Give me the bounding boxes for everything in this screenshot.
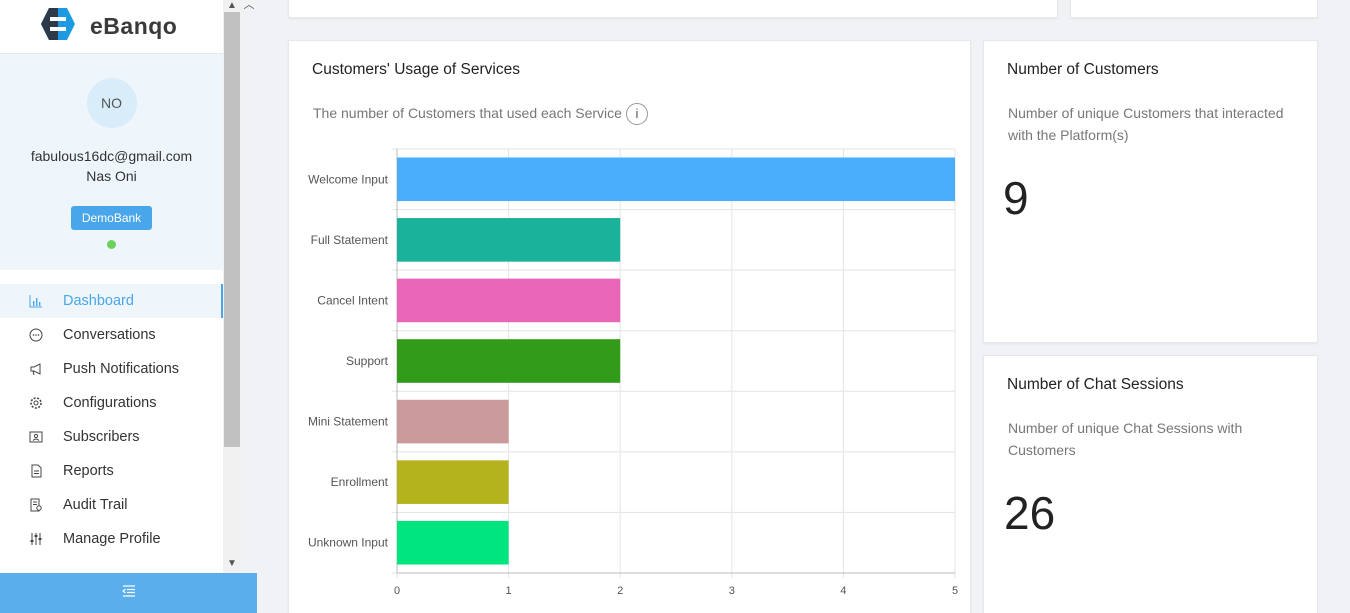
scroll-up-arrow-icon[interactable]: ▲	[227, 0, 237, 11]
sidebar-item-audit-trail[interactable]: Audit Trail	[0, 488, 223, 522]
usage-of-services-card: Customers' Usage of Services The number …	[288, 40, 971, 613]
customers-card-title: Number of Customers	[1007, 61, 1159, 78]
sidebar-item-label: Reports	[63, 463, 114, 479]
bar-unknown-input[interactable]	[397, 520, 509, 565]
sidebar-scrollbar[interactable]: ▲ ▼	[223, 0, 241, 573]
bar-welcome-input[interactable]	[397, 157, 955, 202]
bar-cancel-intent[interactable]	[397, 278, 621, 323]
sidebar-item-reports[interactable]: Reports	[0, 454, 223, 488]
y-category-label: Full Statement	[311, 233, 389, 247]
bank-badge-button[interactable]: DemoBank	[70, 206, 153, 230]
app-name: eBanqo	[90, 13, 178, 39]
sidebar-item-push-notifications[interactable]: Push Notifications	[0, 352, 223, 386]
y-category-label: Welcome Input	[308, 172, 388, 186]
megaphone-icon	[28, 361, 44, 377]
y-category-label: Cancel Intent	[317, 293, 388, 307]
top-card-right	[1070, 0, 1318, 18]
bar-support[interactable]	[397, 339, 621, 383]
x-tick-label: 4	[840, 585, 846, 597]
bar-mini-statement[interactable]	[397, 399, 509, 444]
sidebar: eBanqo NO fabulous16dc@gmail.com Nas Oni…	[0, 0, 257, 613]
online-status-indicator	[107, 240, 116, 249]
sessions-card-subtitle: Number of unique Chat Sessions with Cust…	[1008, 420, 1243, 458]
gear-icon	[28, 395, 44, 411]
chat-sessions-card: Number of Chat Sessions Number of unique…	[983, 355, 1318, 613]
sidebar-item-label: Subscribers	[63, 429, 140, 445]
x-tick-label: 3	[729, 585, 735, 597]
ebanqo-logo-icon	[40, 7, 76, 46]
usage-card-title: Customers' Usage of Services	[312, 61, 520, 78]
usage-bar-chart: 0 1 2 3 4 5 Welcome Input Full Statement Cancel …	[308, 148, 958, 597]
bar-chart-icon	[28, 293, 44, 309]
top-card-left	[288, 0, 1058, 18]
document-icon	[28, 463, 44, 479]
y-category-label: Enrollment	[331, 475, 389, 489]
sidebar-item-configurations[interactable]: Configurations	[0, 386, 223, 420]
usage-subtitle-text: The number of Customers that used each S…	[313, 105, 622, 121]
user-email: fabulous16dc@gmail.com	[30, 148, 193, 164]
sessions-card-title: Number of Chat Sessions	[1007, 376, 1184, 393]
sidebar-toggle-button[interactable]	[0, 573, 257, 613]
x-tick-label: 1	[506, 585, 512, 597]
customers-card-subtitle: Number of unique Customers that interact…	[1008, 105, 1284, 143]
x-tick-label: 5	[952, 585, 958, 597]
collapse-up-icon[interactable]: ︿	[243, 0, 255, 11]
chat-icon	[28, 327, 44, 343]
sidebar-item-label: Audit Trail	[63, 497, 128, 513]
y-category-label: Mini Statement	[308, 415, 389, 429]
sidebar-item-label: Manage Profile	[63, 531, 161, 547]
menu-collapse-icon	[121, 584, 136, 603]
x-tick-label: 0	[394, 585, 400, 597]
contact-card-icon	[28, 429, 44, 445]
profile-panel: NO fabulous16dc@gmail.com Nas Oni DemoBa…	[0, 54, 223, 270]
sidebar-item-label: Push Notifications	[63, 361, 180, 377]
x-tick-label: 2	[617, 585, 623, 597]
info-icon[interactable]: i	[625, 103, 648, 126]
sidebar-item-label: Configurations	[63, 395, 157, 411]
usage-card-subtitle: The number of Customers that used each S…	[313, 102, 648, 126]
sidebar-item-dashboard[interactable]: Dashboard	[0, 284, 223, 318]
sidebar-item-subscribers[interactable]: Subscribers	[0, 420, 223, 454]
sliders-icon	[28, 531, 44, 547]
y-category-label: Support	[346, 354, 389, 368]
scrollbar-thumb[interactable]	[224, 12, 240, 447]
sidebar-menu: Dashboard Conversations Push Notificatio…	[0, 284, 223, 556]
avatar[interactable]: NO	[86, 78, 137, 128]
bar-enrollment[interactable]	[397, 460, 509, 504]
sidebar-item-label: Dashboard	[63, 293, 134, 309]
user-name: Nas Oni	[86, 168, 137, 184]
sidebar-item-manage-profile[interactable]: Manage Profile	[0, 522, 223, 556]
customers-count-value: 9	[1003, 172, 1029, 224]
sidebar-item-label: Conversations	[63, 327, 156, 343]
y-category-label: Unknown Input	[308, 536, 389, 550]
bar-full-statement[interactable]	[397, 218, 621, 262]
sidebar-item-conversations[interactable]: Conversations	[0, 318, 223, 352]
customers-count-card: Number of Customers Number of unique Cus…	[983, 40, 1318, 343]
scroll-down-arrow-icon[interactable]: ▼	[227, 558, 237, 569]
audit-icon	[28, 497, 44, 513]
sessions-count-value: 26	[1004, 487, 1056, 539]
sidebar-panel: eBanqo NO fabulous16dc@gmail.com Nas Oni…	[0, 0, 223, 573]
logo[interactable]: eBanqo	[0, 0, 223, 54]
